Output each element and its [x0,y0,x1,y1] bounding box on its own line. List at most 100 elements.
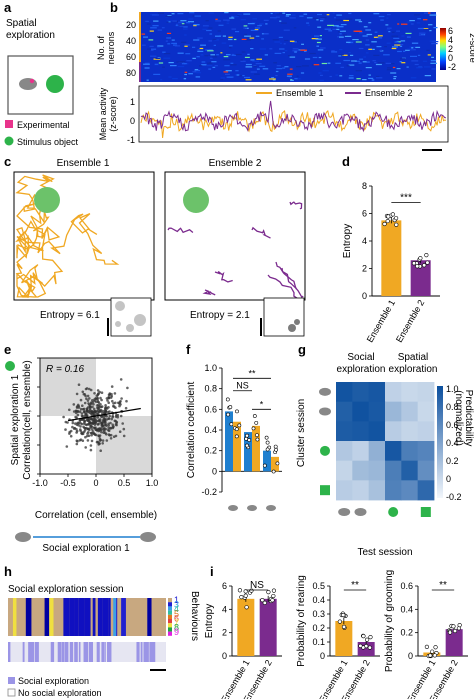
heatmap-cell [419,32,426,34]
data-point [447,630,453,635]
heatmap-cell [346,65,350,67]
scatter-point [95,412,99,416]
data-point [386,214,391,219]
heatmap-cell [401,23,408,25]
behaviour-number: 5 [174,609,179,619]
heatmap-cell [230,64,237,66]
heatmap-cell [229,17,235,19]
heatmap-cell [303,13,308,15]
heatmap-cell [355,70,362,72]
heatmap-cell [362,79,367,81]
heatmap-cell [244,33,248,35]
scatter-point [96,389,100,392]
heatmap-cell [335,19,343,21]
scatter-point [78,410,82,414]
scatter-point [99,438,103,442]
scatter-point [92,421,95,425]
social-segment [140,642,143,662]
heatmap-cell [368,441,386,462]
heatmap-cell [385,62,392,64]
heatmap-cell [317,49,324,51]
panel-i-letter: i [210,564,214,579]
heatmap-cell [141,33,146,35]
heatmap-cell [146,23,151,25]
heatmap-cell [215,18,218,20]
heatmap-cell [415,46,421,48]
heatmap-cell [409,46,416,48]
scatter-point [97,422,100,426]
correlation-scatter: R = 0.16 -1.0 -0.5 0 0.5 1.0 [32,357,159,488]
scatter-xlabel-1: Correlation (cell, ensemble) [35,510,157,521]
heatmap-cell [207,62,212,64]
scatter-point [75,416,78,420]
behaviour-segment [147,598,152,636]
experimental-legend-icon [5,120,13,128]
panel-g: g Social exploration Spatial exploration… [296,342,474,558]
scatter-point [101,442,104,445]
g-colorbar-tick: -0.2 [446,492,462,502]
heatmap-cell [259,48,267,50]
heatmap-cell [377,37,383,39]
panel-a: a Spatial exploration Experimental Stimu… [4,0,79,147]
heatmap-cell [158,12,164,14]
y-tick-label: 0.6 [204,404,217,414]
scatter-point [78,419,82,423]
social-segment [50,642,55,662]
scatter-point [119,399,122,403]
behaviour-segment [97,598,103,636]
heatmap-cell [345,18,353,20]
scatter-point [107,393,111,397]
behaviour-swatch [168,627,172,632]
scatter-point [94,397,97,401]
scatter-point [75,392,79,396]
heatmap-cell [405,32,412,34]
legend-social-swatch [8,677,15,684]
heatmap-cell [284,50,288,52]
heatmap-cell [154,63,159,65]
scatter-point [94,426,97,429]
ensemble1-activity-path [15,174,120,299]
heatmap-ytick: 20 [126,20,136,30]
mouse-icon [266,505,276,511]
social-raster [8,642,166,662]
heatmap-cell [294,51,297,53]
heatmap-cell [399,61,402,63]
scatter-point [110,385,114,388]
data-point [235,409,239,414]
legend-social: Social exploration [18,676,89,686]
heatmap-cell [234,74,238,76]
x-tick-label: 1.0 [146,478,159,488]
mouse-icon [319,387,331,396]
panel-b-letter: b [110,0,118,15]
heatmap-cell [149,30,154,32]
heatmap-cell [143,36,148,38]
heatmap-cell [336,28,340,30]
mouse-icon-e1 [15,532,31,542]
heatmap-cell [241,51,246,53]
ensemble2-activity-path [167,201,304,300]
social-segment [88,642,93,662]
heatmap-cell [373,36,379,38]
heatmap-cell [417,460,435,481]
y-tick-label: 0.2 [400,628,413,638]
y-tick-label: 6 [222,581,227,591]
heatmap-cell [165,40,168,42]
heatmap-cell [194,15,201,17]
activity-fragment [289,201,303,210]
heatmap-cell [171,13,175,15]
heatmap-cell [374,62,377,64]
heatmap-cell [255,63,262,65]
heatmap-cell [163,57,171,59]
scatter-ylabel-1: Spatial exploration 1 [10,374,21,465]
heatmap-cell [368,401,386,422]
scatter-point [104,420,107,424]
heatmap-cell [286,75,292,77]
heatmap-cell [149,45,154,47]
heatmap-cell [229,45,233,47]
heatmap-cell [378,62,385,64]
behaviour-segment [113,598,117,636]
heatmap-cell [270,12,273,15]
heatmap-cell [403,50,406,52]
heatmap-cell [171,39,175,41]
